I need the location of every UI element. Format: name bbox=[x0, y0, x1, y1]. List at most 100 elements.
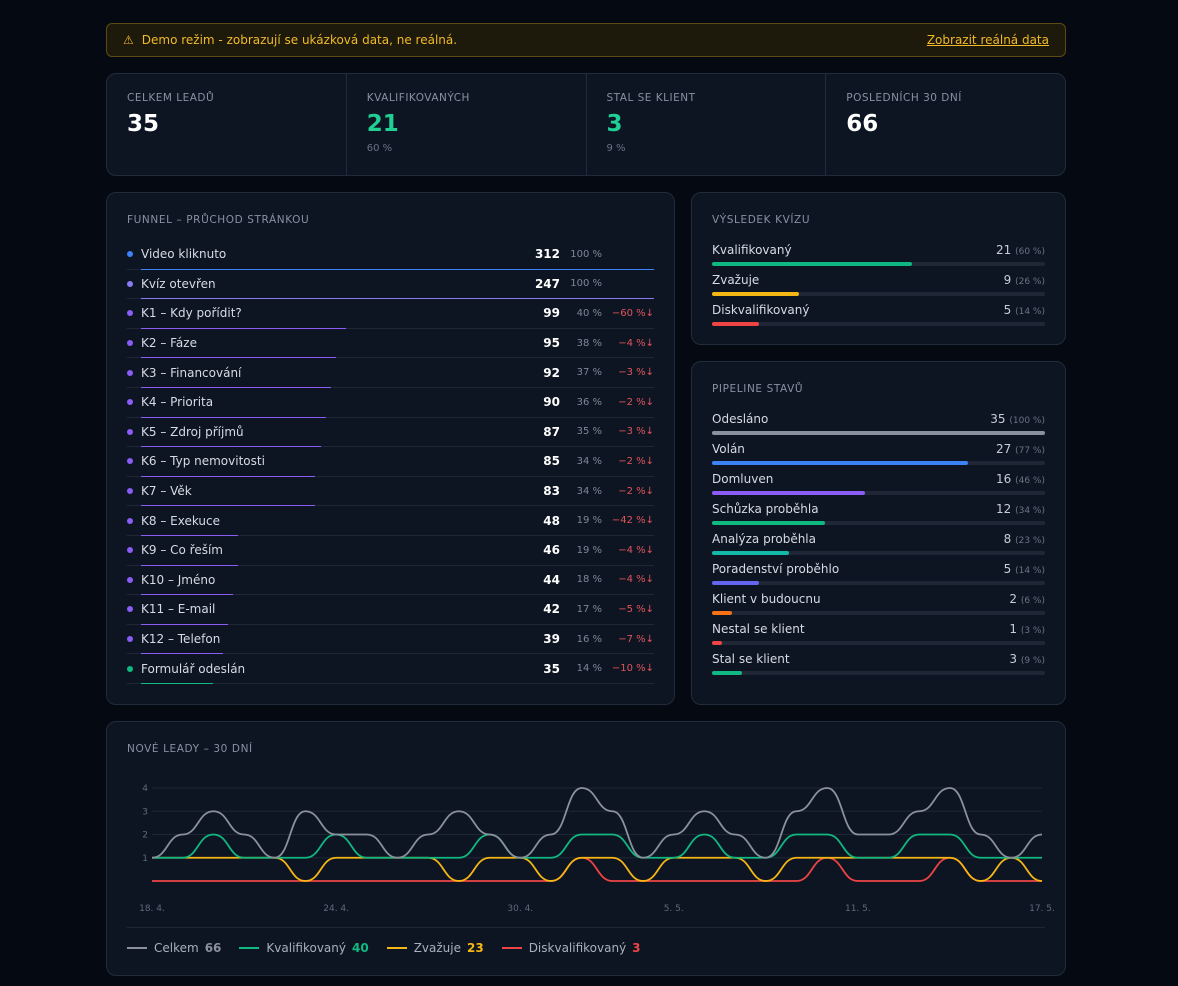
funnel-step-name: K4 – Priorita bbox=[141, 395, 214, 410]
quiz-row-count: 5 bbox=[1003, 303, 1012, 317]
pipeline-row-fill bbox=[712, 431, 1045, 435]
pipeline-row-fill bbox=[712, 461, 969, 465]
funnel-step-percent: 40 % bbox=[576, 307, 602, 319]
funnel-step-count: 39 bbox=[543, 632, 560, 647]
funnel-step-percent: 34 % bbox=[576, 485, 602, 497]
funnel-progress-bar bbox=[141, 682, 213, 684]
funnel-row: K11 – E-mail 42 17 % −5 %↓ bbox=[127, 595, 654, 625]
funnel-step-count: 83 bbox=[543, 484, 560, 499]
pipeline-row-name: Stal se klient bbox=[712, 652, 790, 666]
quiz-row-track bbox=[712, 262, 1045, 266]
funnel-step-percent: 37 % bbox=[576, 367, 602, 379]
funnel-dot bbox=[127, 606, 133, 613]
pipeline-row-header: Schůzka proběhla 12 (34 %) bbox=[712, 499, 1045, 516]
stats-row: CELKEM LEADŮ 35 KVALIFIKOVANÝCH 21 60 % … bbox=[106, 73, 1066, 176]
funnel-step-drop: −7 %↓ bbox=[618, 633, 654, 645]
pipeline-row-percent: (34 %) bbox=[1015, 506, 1045, 516]
pipeline-row: Stal se klient 3 (9 %) bbox=[712, 649, 1045, 679]
pipeline-row-count: 3 bbox=[1009, 652, 1017, 666]
funnel-dot bbox=[127, 517, 133, 524]
legend-item: Zvažuje 23 bbox=[386, 941, 484, 955]
funnel-step-name: Video kliknuto bbox=[141, 247, 227, 262]
funnel-step-name: K10 – Jméno bbox=[141, 572, 216, 587]
demo-banner-message: Demo režim - zobrazují se ukázková data,… bbox=[141, 33, 458, 47]
x-tick-label: 11. 5. bbox=[845, 904, 871, 914]
legend-item: Celkem 66 bbox=[127, 941, 221, 955]
funnel-progress-bar bbox=[141, 446, 321, 448]
stat-label: CELKEM LEADŮ bbox=[127, 92, 215, 104]
quiz-row-fill bbox=[712, 262, 912, 266]
pipeline-row-value: 5 (14 %) bbox=[1004, 562, 1045, 576]
stat-became-client: STAL SE KLIENT 3 9 % bbox=[587, 74, 827, 175]
pipeline-row-value: 2 (6 %) bbox=[1009, 592, 1045, 606]
pipeline-row: Domluven 16 (46 %) bbox=[712, 469, 1045, 499]
funnel-step-name: K11 – E-mail bbox=[141, 602, 216, 617]
stat-qualified: KVALIFIKOVANÝCH 21 60 % bbox=[347, 74, 587, 175]
funnel-step-percent: 16 % bbox=[576, 633, 602, 645]
funnel-step-percent: 35 % bbox=[576, 426, 602, 438]
funnel-progress-bar bbox=[141, 386, 331, 388]
funnel-row: K2 – Fáze 95 38 % −4 %↓ bbox=[127, 329, 654, 359]
funnel-progress-bar bbox=[141, 298, 654, 300]
funnel-step-name: K9 – Co řeším bbox=[141, 543, 223, 558]
legend-name: Zvažuje bbox=[413, 941, 461, 955]
pipeline-row-track bbox=[712, 641, 1045, 645]
leads-line-chart: 1 2 3 4 18. 4. 24. 4. 30. 4. 5. 5. 11. 5. 17. 5. bbox=[139, 784, 1055, 914]
funnel-step-drop: −3 %↓ bbox=[618, 367, 654, 379]
legend-name: Diskvalifikovaný bbox=[528, 941, 627, 955]
quiz-row-name: Zvažuje bbox=[712, 273, 760, 287]
funnel-step-percent: 100 % bbox=[570, 278, 602, 290]
x-tick-label: 18. 4. bbox=[139, 904, 165, 914]
pipeline-row-name: Domluven bbox=[712, 472, 774, 486]
funnel-step-percent: 100 % bbox=[570, 248, 602, 260]
stat-sub: 60 % bbox=[366, 143, 393, 154]
funnel-progress-bar bbox=[141, 505, 316, 507]
funnel-step-count: 90 bbox=[543, 395, 560, 410]
pipeline-row-fill bbox=[712, 551, 789, 555]
funnel-card: FUNNEL – PRŮCHOD STRÁNKOU Video kliknuto… bbox=[106, 192, 675, 705]
funnel-dot bbox=[127, 458, 133, 465]
pipeline-row-fill bbox=[712, 491, 866, 495]
funnel-dot bbox=[127, 399, 133, 406]
legend-item: Diskvalifikovaný 3 bbox=[501, 941, 641, 955]
quiz-row-fill bbox=[712, 322, 759, 326]
funnel-step-count: 99 bbox=[543, 306, 560, 321]
y-tick-label: 4 bbox=[142, 784, 148, 794]
pipeline-row-fill bbox=[712, 611, 732, 615]
legend-total: 23 bbox=[466, 941, 484, 955]
funnel-progress-bar bbox=[141, 357, 336, 359]
y-tick-label: 3 bbox=[142, 807, 148, 817]
funnel-dot bbox=[127, 665, 133, 672]
chart-legend: Celkem 66 Kvalifikovaný 40 Zvažuje 23 Diskvali… bbox=[127, 941, 659, 955]
funnel-step-percent: 18 % bbox=[576, 574, 602, 586]
show-real-data-link[interactable]: Zobrazit reálná data bbox=[926, 33, 1049, 47]
pipeline-row-name: Analýza proběhla bbox=[712, 532, 816, 546]
funnel-step-drop: −42 %↓ bbox=[611, 515, 654, 527]
pipeline-row-track bbox=[712, 581, 1045, 585]
legend-swatch bbox=[239, 947, 260, 949]
funnel-step-drop: −10 %↓ bbox=[611, 663, 654, 675]
funnel-step-name: K8 – Exekuce bbox=[141, 513, 220, 528]
stat-value: 21 bbox=[366, 111, 399, 137]
funnel-step-name: K2 – Fáze bbox=[141, 336, 197, 351]
funnel-step-percent: 19 % bbox=[576, 515, 602, 527]
funnel-step-percent: 19 % bbox=[576, 544, 602, 556]
legend-total: 40 bbox=[351, 941, 369, 955]
funnel-step-drop: −60 %↓ bbox=[611, 307, 654, 319]
pipeline-row-header: Odesláno 35 (100 %) bbox=[712, 409, 1045, 426]
funnel-dot bbox=[127, 310, 133, 317]
pipeline-row-percent: (77 %) bbox=[1015, 446, 1045, 456]
funnel-dot bbox=[127, 547, 133, 554]
pipeline-title: PIPELINE STAVŮ bbox=[712, 383, 804, 395]
pipeline-row-name: Volán bbox=[712, 442, 745, 456]
quiz-title: VÝSLEDEK KVÍZU bbox=[712, 214, 811, 226]
funnel-row: K8 – Exekuce 48 19 % −42 %↓ bbox=[127, 506, 654, 536]
funnel-dot bbox=[127, 428, 133, 435]
quiz-row-count: 9 bbox=[1003, 273, 1012, 287]
pipeline-row: Volán 27 (77 %) bbox=[712, 439, 1045, 469]
stat-total-leads: CELKEM LEADŮ 35 bbox=[107, 74, 347, 175]
pipeline-row-count: 16 bbox=[996, 472, 1012, 486]
pipeline-row-name: Odesláno bbox=[712, 412, 769, 426]
pipeline-row-percent: (14 %) bbox=[1015, 566, 1045, 576]
funnel-row: Formulář odeslán 35 14 % −10 %↓ bbox=[127, 654, 654, 684]
